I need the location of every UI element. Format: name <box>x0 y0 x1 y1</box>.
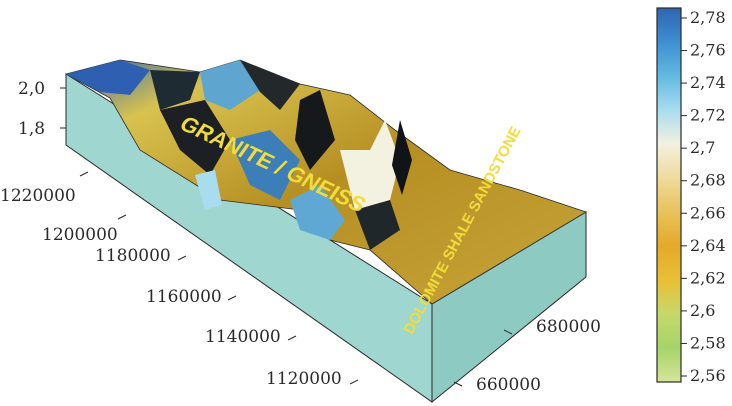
colorbar-tick-label: 2,62 <box>690 268 726 287</box>
y-tick-label: 1180000 <box>95 246 171 266</box>
colorbar-tick-label: 2,56 <box>690 366 726 385</box>
y-tick-label: 1160000 <box>146 287 222 307</box>
y-tick-label: 1220000 <box>0 186 76 206</box>
colorbar-tick-label: 2,58 <box>690 333 726 352</box>
colorbar-tick-label: 2,74 <box>690 73 726 92</box>
z-axis: 2,0 1,8 <box>18 79 66 139</box>
colorbar-tick-label: 2,66 <box>690 203 726 222</box>
colorbar: 2,78 2,76 2,74 2,72 2,7 2,68 2,66 2,64 2,62 2,6 2,… <box>656 7 726 385</box>
colorbar-ticks: 2,78 2,76 2,74 2,72 2,7 2,68 2,66 2,64 2,62 2,6 2,… <box>681 8 726 385</box>
colorbar-tick-label: 2,78 <box>690 8 726 27</box>
y-tick-label: 1200000 <box>42 225 118 245</box>
colorbar-tick-label: 2,7 <box>690 138 715 157</box>
x-tick-label: 660000 <box>476 375 541 395</box>
y-tick-label: 1140000 <box>205 327 281 347</box>
colorbar-tick-label: 2,76 <box>690 41 726 60</box>
z-tick-label: 1,8 <box>18 119 45 139</box>
colorbar-tick-label: 2,6 <box>690 301 715 320</box>
terrain-detail <box>66 60 412 250</box>
y-axis: 1220000 1200000 1180000 1160000 1140000 … <box>0 171 359 389</box>
x-tick-label: 680000 <box>536 317 601 337</box>
colorbar-tick-label: 2,64 <box>690 236 726 255</box>
y-tick-label: 1120000 <box>266 369 342 389</box>
x-axis: 680000 660000 <box>453 317 601 395</box>
colorbar-tick-label: 2,68 <box>690 171 726 190</box>
colorbar-tick-label: 2,72 <box>690 106 726 125</box>
block-3d <box>64 59 587 404</box>
colorbar-ramp <box>656 7 682 383</box>
z-tick-label: 2,0 <box>18 79 45 99</box>
